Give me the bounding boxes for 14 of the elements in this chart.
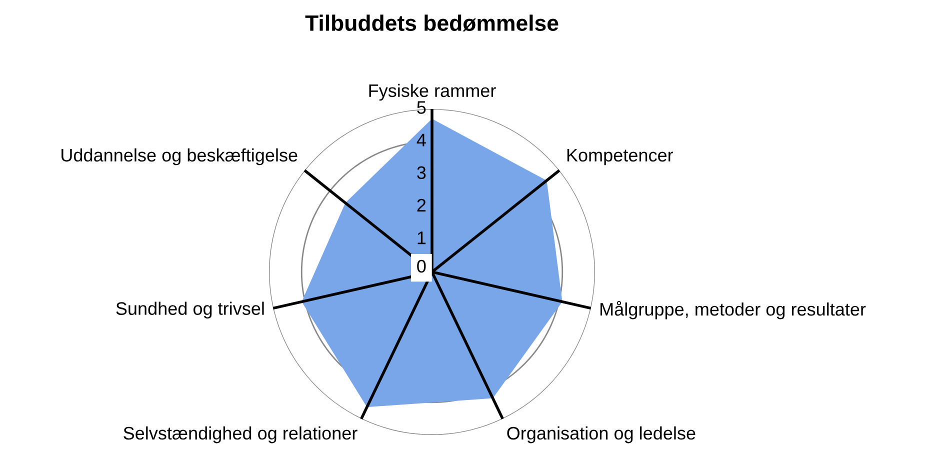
y-tick-label: 0 <box>417 260 426 273</box>
spoke-label: Fysiske rammer <box>369 84 496 101</box>
y-tick-label: 2 <box>417 198 426 212</box>
spoke-label: Organisation og ledelse <box>507 426 696 444</box>
y-tick-label: 5 <box>417 101 426 114</box>
spoke-label: Kompetencer <box>567 149 674 166</box>
spoke-label: Målgruppe, metoder og resultater <box>600 300 866 320</box>
spoke-label: Sundhed og trivsel <box>116 302 264 319</box>
chart-title: Tilbuddets bedømmelse <box>305 14 558 32</box>
spoke-label: Uddannelse og beskæftigelse <box>62 148 298 166</box>
y-tick-label: 4 <box>416 134 426 146</box>
spoke-label: Selvstændighed og relationer <box>124 426 358 444</box>
y-tick-label: 1 <box>418 232 426 244</box>
y-tick-label: 3 <box>417 166 426 180</box>
